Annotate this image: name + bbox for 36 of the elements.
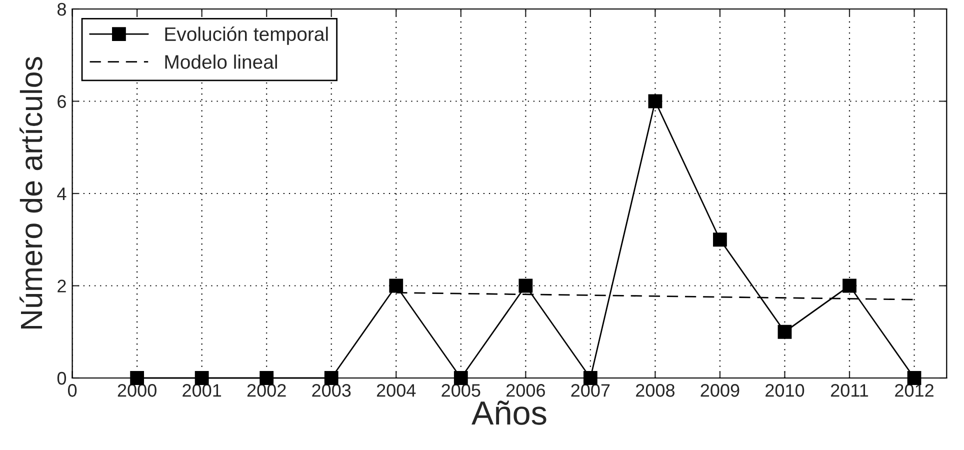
point: [324, 371, 338, 385]
y-tick-label: 0: [57, 372, 66, 385]
point: [583, 371, 598, 385]
x-tick-label: 2005: [442, 384, 480, 397]
point: [907, 371, 922, 385]
y-tick-label: 8: [57, 2, 66, 16]
point: [260, 371, 274, 385]
x-tick-label: 2002: [247, 384, 286, 397]
x-tick-label: 2010: [766, 384, 804, 397]
y-tick-label: 4: [57, 188, 66, 200]
point: [778, 324, 792, 339]
point: [130, 371, 144, 385]
point: [842, 278, 856, 293]
x-tick-label: 0: [68, 384, 77, 397]
y-tick-label: 2: [58, 280, 66, 292]
x-tick-label: 2003: [312, 384, 351, 397]
point: [389, 278, 404, 293]
x-tick-label: 2001: [182, 384, 222, 397]
x-axis-title: Años: [472, 400, 546, 425]
y-tick-label: 6: [58, 95, 66, 108]
point: [454, 371, 468, 385]
point: [518, 278, 533, 293]
y-axis-title: Número de artículos: [20, 57, 42, 329]
x-tick-label: 2006: [506, 384, 545, 397]
point: [648, 94, 662, 108]
legend-label: Evolución temporal: [165, 26, 328, 45]
x-tick-label: 2000: [118, 384, 156, 397]
legend-label: Modelo lineal: [165, 54, 277, 69]
x-tick-label: 2004: [376, 384, 416, 397]
x-tick-label: 2011: [830, 384, 868, 397]
point: [713, 232, 727, 247]
x-tick-label: 2007: [571, 384, 610, 397]
point: [194, 371, 209, 385]
x-tick-label: 2009: [700, 384, 740, 397]
x-tick-label: 2012: [895, 384, 934, 397]
x-tick-label: 2008: [636, 384, 674, 397]
